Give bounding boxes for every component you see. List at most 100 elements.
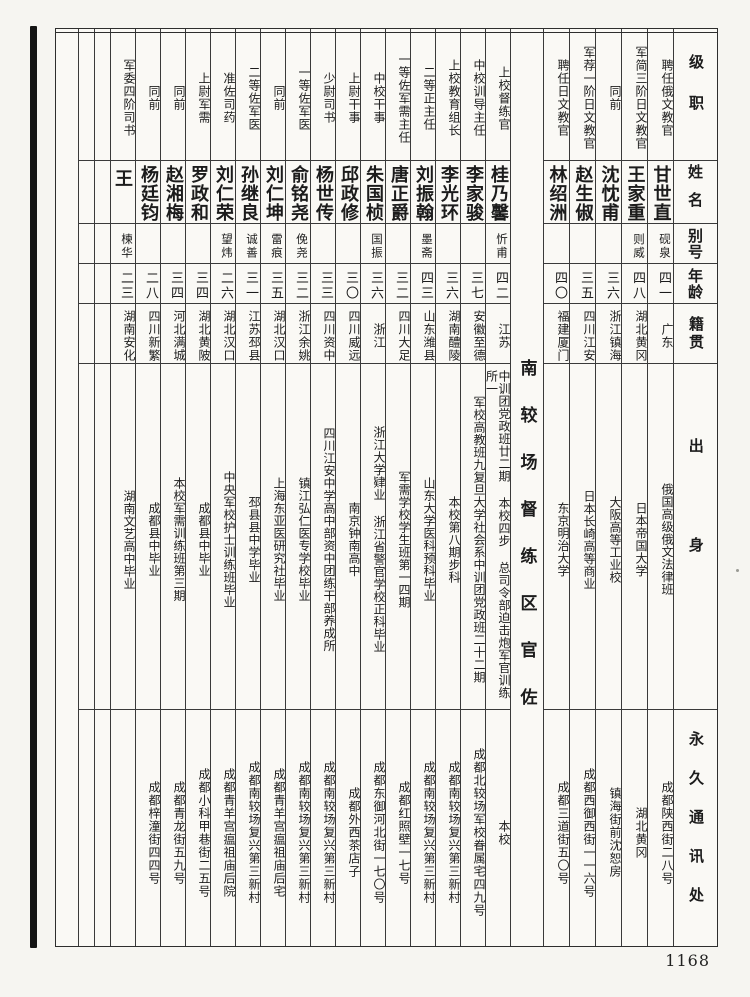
cell-address: 本校 [497, 819, 510, 846]
empty-cell [95, 364, 110, 710]
cell-name: 李家骏 [461, 161, 485, 224]
cell-native: 江苏邳县 [236, 304, 260, 364]
cell-address [111, 710, 135, 946]
cell-rank: 一等佐军需主任 [386, 29, 410, 161]
header-native: 籍贯 [674, 304, 717, 364]
person-column: 上尉干事 邱政修 三〇 四川威远 南京钟南高中 成都外西茶店子 [335, 29, 360, 946]
empty-cell [95, 224, 110, 264]
cell-rank: 同前 [596, 29, 621, 161]
empty-cell [95, 304, 110, 364]
cell-hao: 国振 [361, 224, 385, 264]
cell-address: 成都东御河北街一七〇号 [372, 761, 385, 904]
cell-hao [544, 224, 569, 264]
cell-native: 四川威远 [336, 304, 360, 364]
cell-native: 湖南醴陵 [436, 304, 460, 364]
cell-hao [596, 224, 621, 264]
cell-native: 四川江安 [570, 304, 595, 364]
cell-hao [461, 224, 485, 264]
cell-name: 邱政修 [336, 161, 360, 224]
cell-address: 成都南较场复兴第三新村 [422, 761, 435, 904]
cell-name: 林绍洲 [544, 161, 569, 224]
cell-rank: 上校督练官 [486, 29, 510, 161]
cell-hao: 雷痕 [261, 224, 285, 264]
cell-name: 朱国桢 [361, 161, 385, 224]
cell-age: 四〇 [544, 264, 569, 304]
cell-name: 俞铭尧 [286, 161, 310, 224]
empty-cell [79, 224, 94, 264]
cell-address: 成都陕西街二八号 [660, 780, 673, 885]
cell-address: 镇海街前沈恕房 [608, 787, 621, 878]
cell-address: 成都北较场军校眷属宅四九号 [472, 748, 485, 917]
cell-origin: 浙江大学肄业 浙江省警官学校正科毕业 [361, 364, 385, 710]
cell-native: 安徽至德 [461, 304, 485, 364]
empty-cell [95, 710, 110, 946]
cell-rank: 同前 [161, 29, 185, 161]
cell-rank: 二等正主任 [411, 29, 435, 161]
empty-cell [79, 161, 94, 224]
cell-native: 四川大足 [386, 304, 410, 364]
cell-origin: 军需学校学生班第一四期 [386, 364, 410, 710]
cell-age: 三三 [311, 264, 335, 304]
person-column: 一等佐军医 俞铭尧 俛尧 三二 浙江余姚 镇江弘仁医专学校毕业 成都南较场复兴第三新村 [285, 29, 310, 946]
header-rank: 级职 [674, 29, 717, 161]
cell-hao [336, 224, 360, 264]
person-column: 军荐一阶日文教官 赵生俶 三五 四川江安 日本长崎高等商业 成都西御西街一一六号 [569, 29, 595, 946]
cell-hao [570, 224, 595, 264]
cell-origin: 中央军校护士训练班毕业 [211, 364, 235, 710]
cell-native: 湖北黄陂 [186, 304, 210, 364]
header-column: 级职 姓名 别号 年龄 籍贯 出身 永久通讯处 [673, 29, 717, 946]
person-column: 聘任俄文教官 甘世直 砚泉 四一 广东 俄国高级俄文法律班 成都陕西街二八号 [647, 29, 673, 946]
cell-rank: 上尉军需 [186, 29, 210, 161]
cell-hao: 楝华 [111, 224, 135, 264]
cell-name: 刘振翰 [411, 161, 435, 224]
cell-address: 成都南较场复兴第三新村 [297, 761, 310, 904]
cell-hao [311, 224, 335, 264]
cell-native: 四川新繁 [136, 304, 160, 364]
person-column: 中校干事 朱国桢 国振 三六 浙江 浙江大学肄业 浙江省警官学校正科毕业 成都东御河北街一七… [360, 29, 385, 946]
header-origin: 出身 [674, 364, 717, 710]
cell-name: 赵湘梅 [161, 161, 185, 224]
cell-name: 王继 [111, 161, 135, 224]
person-column: 中校训导主任 李家骏 三七 安徽至德 军校高教班九复旦大学社会系中训团党政班二十二期 成都… [460, 29, 485, 946]
scan-gutter-shadow [30, 26, 37, 948]
cell-age: 四一 [648, 264, 673, 304]
empty-cell [79, 264, 94, 304]
cell-hao [386, 224, 410, 264]
cell-rank: 中校训导主任 [461, 29, 485, 161]
cell-address: 成都南较场复兴第三新村 [447, 761, 460, 904]
empty-column [78, 29, 94, 946]
cell-address: 成都西御西街一一六号 [582, 767, 595, 898]
cell-origin: 湖南文艺高中毕业 [111, 364, 135, 710]
cell-origin: 中训团党政班廿二期 本校四步 总司令部迫击炮军官训练所一 [486, 364, 510, 710]
cell-age: 三五 [261, 264, 285, 304]
cell-origin: 本校军需训练班第三期 [161, 364, 185, 710]
cell-origin: 日本长崎高等商业 [570, 364, 595, 710]
person-column: 军委四阶司书王继楝华二三湖南安化湖南文艺高中毕业 [110, 29, 135, 946]
empty-cell [79, 29, 94, 161]
cell-address: 成都南较场复兴第三新村 [322, 761, 335, 904]
cell-age: 二三 [111, 264, 135, 304]
cell-hao: 俛尧 [286, 224, 310, 264]
cell-address: 成都外西茶店子 [347, 787, 360, 878]
cell-address: 湖北黄冈 [634, 806, 647, 859]
cell-name: 罗政和 [186, 161, 210, 224]
person-column: 军简三阶日文教官 王家重 则威 四八 湖北黄冈 日本帝国大学 湖北黄冈 [621, 29, 647, 946]
cell-age: 二八 [136, 264, 160, 304]
empty-cell [95, 29, 110, 161]
cell-origin: 俄国高级俄文法律班 [648, 364, 673, 710]
cell-rank: 聘任俄文教官 [648, 29, 673, 161]
cell-name: 赵生俶 [570, 161, 595, 224]
cell-hao: 墨斋 [411, 224, 435, 264]
cell-name: 刘仁坤 [261, 161, 285, 224]
cell-native: 广东 [648, 304, 673, 364]
empty-cell [95, 161, 110, 224]
cell-name: 李光环 [436, 161, 460, 224]
cell-rank: 少尉司书 [311, 29, 335, 161]
cell-address: 成都青龙街五九号 [172, 780, 185, 885]
person-column: 同前 杨廷钧 二八 四川新繁 成都县中毕业 成都梓潼街四四号 [135, 29, 160, 946]
header-hao: 别号 [674, 224, 717, 264]
cell-native: 浙江 [361, 304, 385, 364]
cell-rank: 同前 [136, 29, 160, 161]
cell-age: 三六 [596, 264, 621, 304]
person-column: 二等佐军医 孙继良 诚善 三一 江苏邳县 邳县县中学毕业 成都南较场复兴第三新村 [235, 29, 260, 946]
